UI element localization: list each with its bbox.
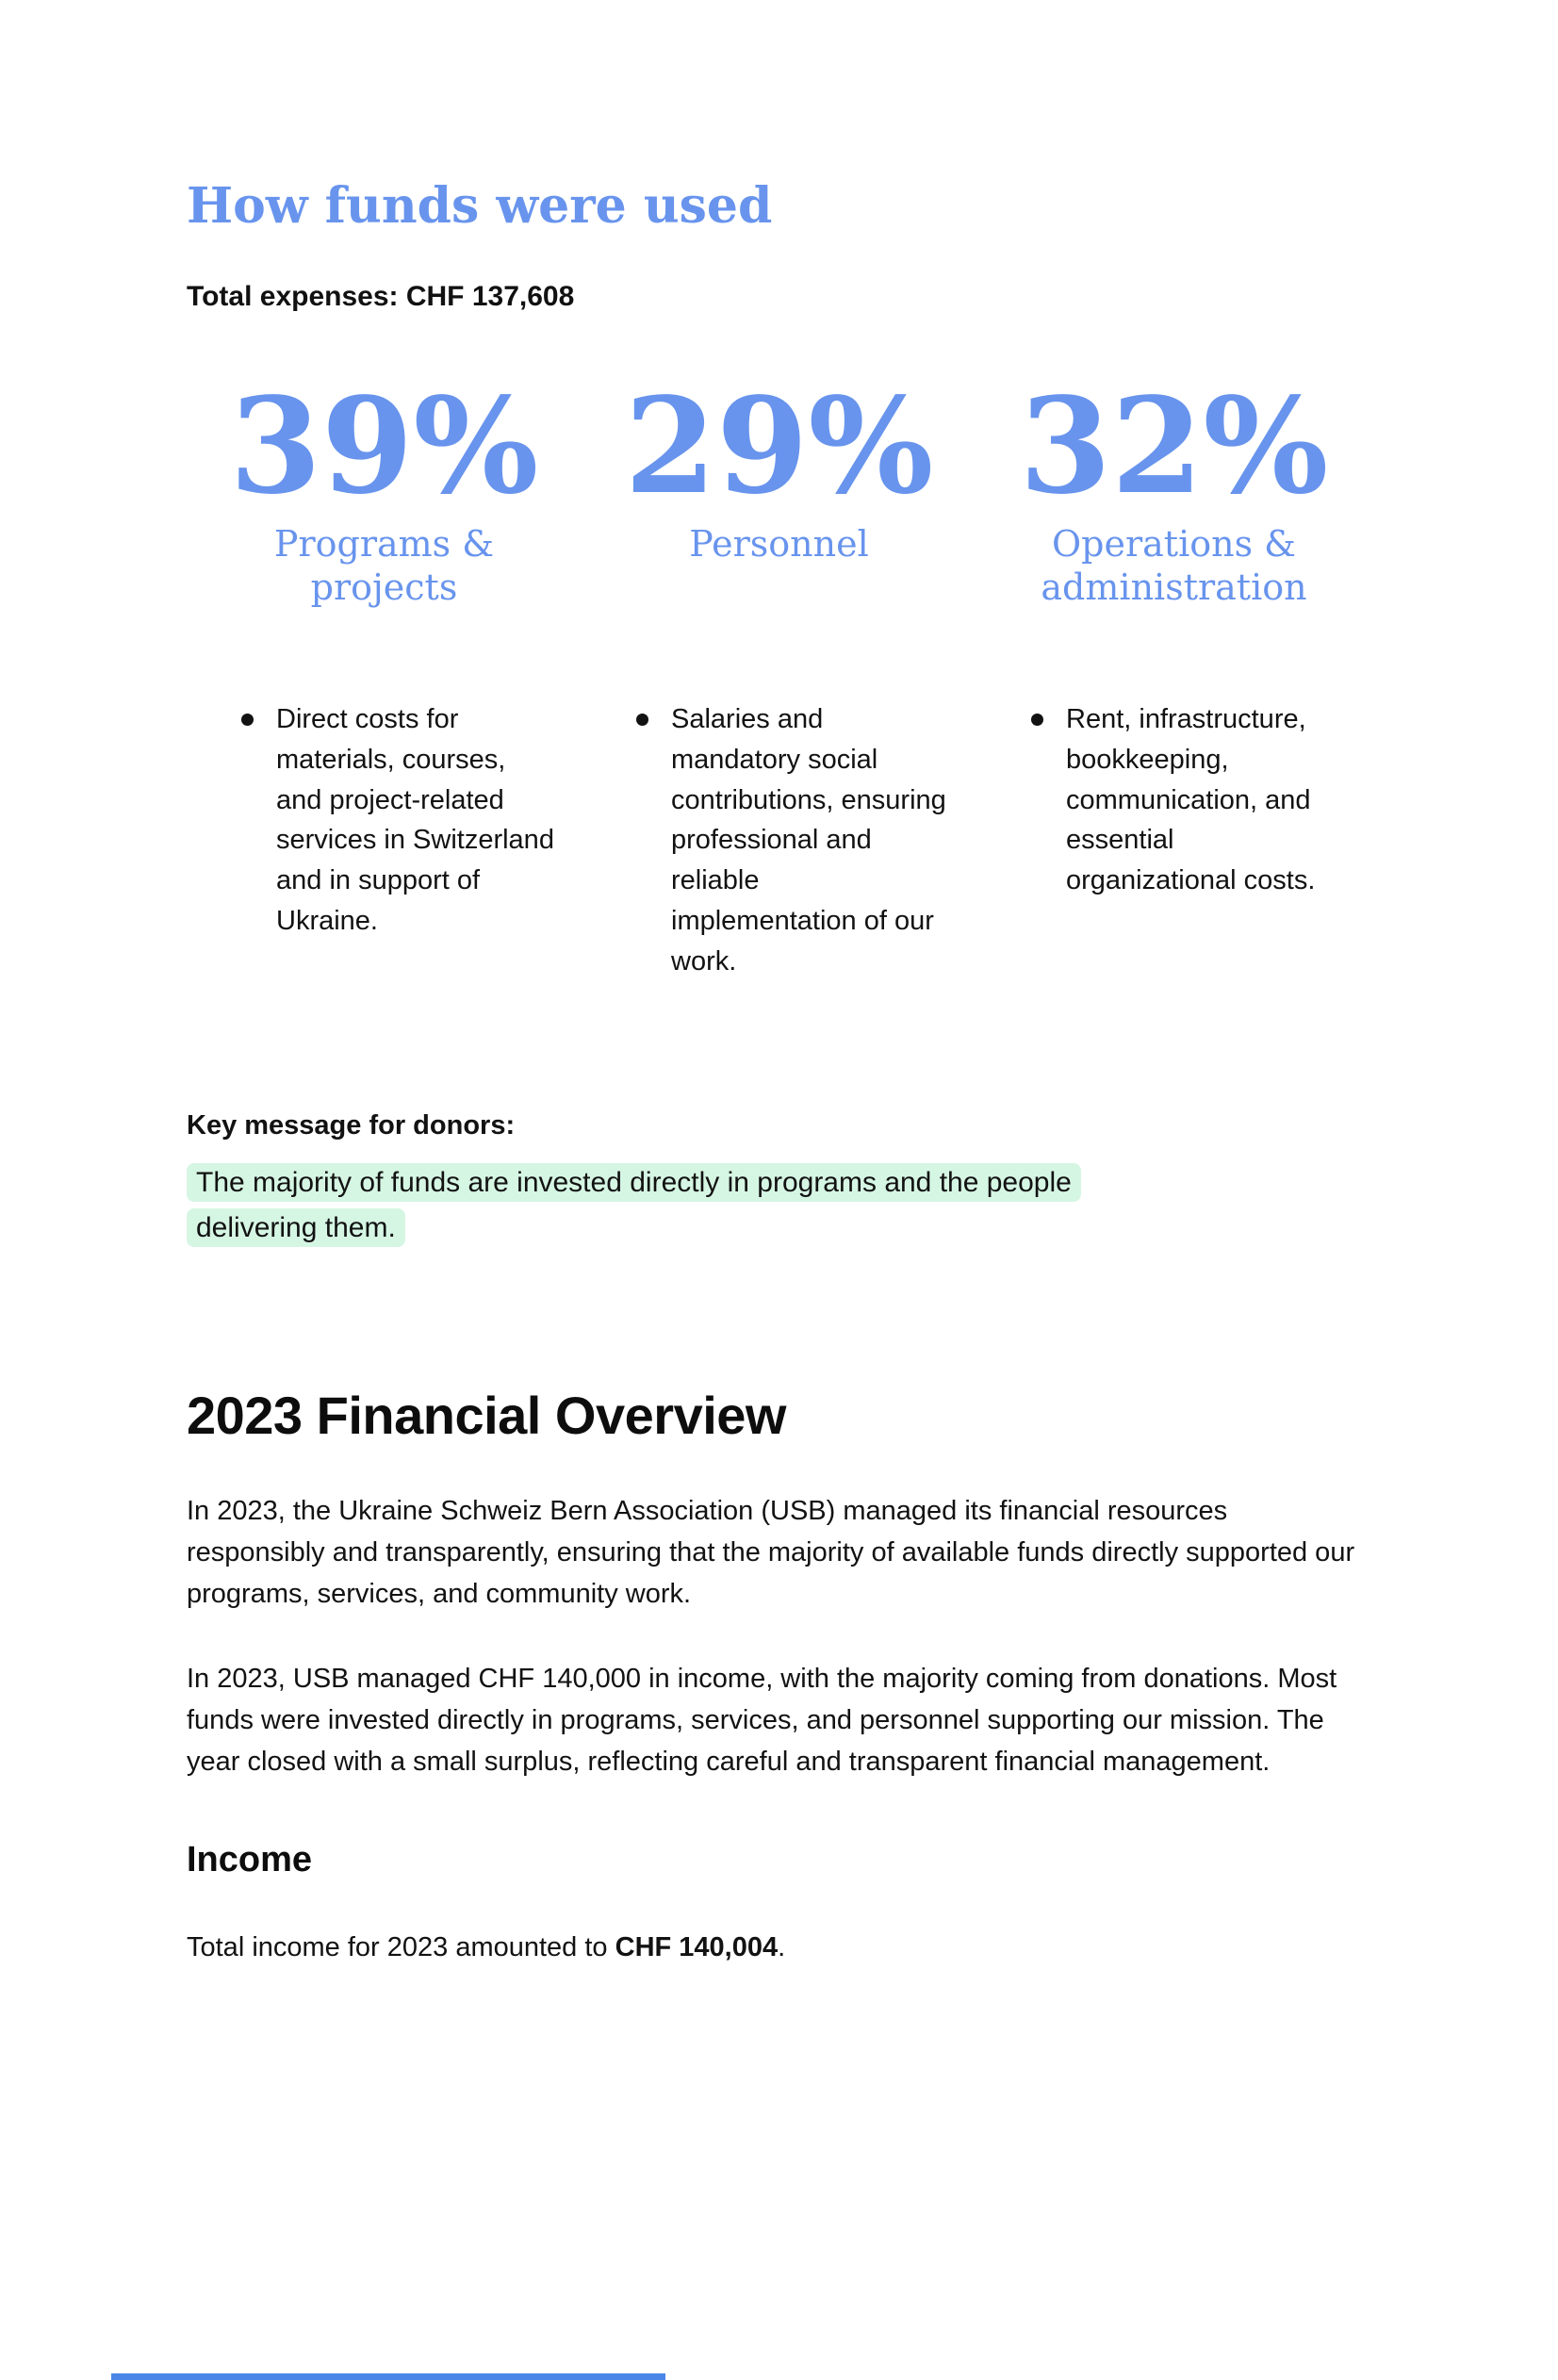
bullet-icon <box>1031 713 1043 726</box>
total-expenses-line: Total expenses: CHF 137,608 <box>187 281 575 312</box>
section-heading-financial-overview: 2023 Financial Overview <box>187 1385 786 1445</box>
page-title: How funds were used <box>187 177 773 235</box>
bullet-text-personnel: Salaries and mandatory social contributi… <box>671 703 946 977</box>
stat-label-operations: Operations & administration <box>1041 523 1307 609</box>
document-page: How funds were used Total expenses: CHF … <box>0 175 1558 1969</box>
stat-percent-programs: 39% <box>229 369 539 524</box>
key-message: The majority of funds are invested direc… <box>187 1160 1099 1252</box>
list-item: Salaries and mandatory social contributi… <box>582 699 976 982</box>
bullet-text-operations: Rent, infrastructure, bookkeeping, commu… <box>1066 703 1316 896</box>
stat-label-personnel: Personnel <box>689 523 869 565</box>
stat-percent-personnel: 29% <box>624 369 934 524</box>
income-total-prefix: Total income for 2023 amounted to <box>187 1932 615 1962</box>
expense-breakdown-stats: 39% Programs & projects 29% Personnel 32… <box>187 381 1371 610</box>
paragraph-overview-1: In 2023, the Ukraine Schweiz Bern Associ… <box>187 1496 1355 1610</box>
bullet-icon <box>241 713 254 726</box>
bullet-icon <box>636 713 648 726</box>
bullet-text-programs: Direct costs for materials, courses, and… <box>276 703 554 937</box>
highlighted-text: The majority of funds are invested direc… <box>187 1162 1081 1248</box>
clipped-table-top-edge <box>111 2373 665 2380</box>
expense-breakdown-details: Direct costs for materials, courses, and… <box>187 699 1371 982</box>
stat-operations: 32% Operations & administration <box>976 381 1371 610</box>
key-message-label: Key message for donors: <box>187 1110 516 1141</box>
stat-label-programs: Programs & projects <box>273 523 495 609</box>
income-total-suffix: . <box>778 1932 786 1962</box>
income-total-amount: CHF 140,004 <box>615 1932 779 1962</box>
stat-personnel: 29% Personnel <box>582 381 976 610</box>
paragraph-overview-2: In 2023, USB managed CHF 140,000 in inco… <box>187 1664 1337 1778</box>
stat-programs: 39% Programs & projects <box>187 381 582 610</box>
list-item: Direct costs for materials, courses, and… <box>187 699 582 982</box>
income-total-line: Total income for 2023 amounted to CHF 14… <box>187 1928 1371 1969</box>
sub-heading-income: Income <box>187 1839 313 1879</box>
stat-percent-operations: 32% <box>1019 369 1329 524</box>
list-item: Rent, infrastructure, bookkeeping, commu… <box>976 699 1371 982</box>
